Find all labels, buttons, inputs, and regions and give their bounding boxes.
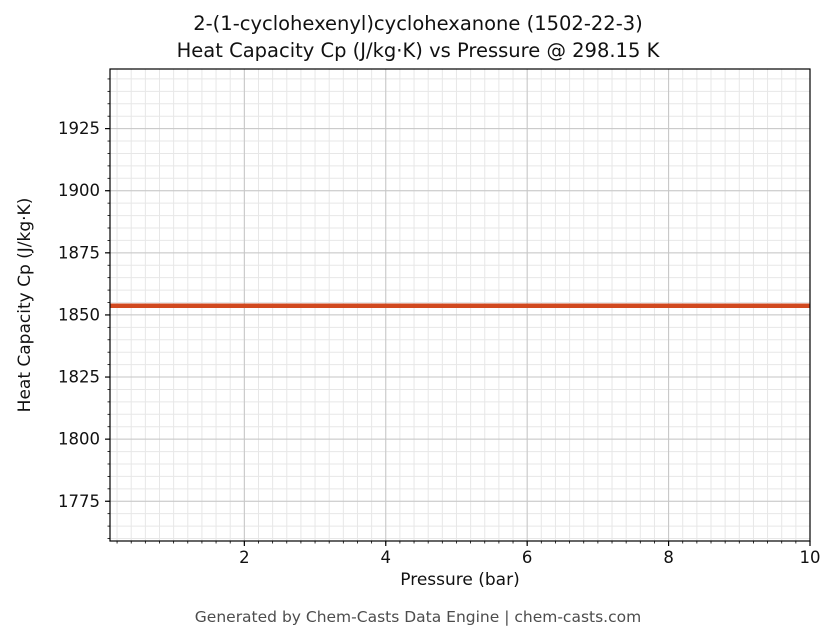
y-tick-label: 1775 xyxy=(58,492,100,511)
footer-caption: Generated by Chem-Casts Data Engine | ch… xyxy=(194,608,642,626)
chart-title: 2-(1-cyclohexenyl)cyclohexanone (1502-22… xyxy=(0,10,836,65)
y-tick-label: 1800 xyxy=(58,430,100,449)
x-tick-label: 8 xyxy=(663,548,674,567)
axis-ticks xyxy=(105,78,811,546)
y-tick-label: 1850 xyxy=(58,305,100,324)
x-axis-label: Pressure (bar) xyxy=(400,570,520,590)
chart-title-line1: 2-(1-cyclohexenyl)cyclohexanone (1502-22… xyxy=(193,12,643,35)
plot-spines xyxy=(109,68,811,542)
y-tick-label: 1900 xyxy=(58,181,100,200)
x-tick-label: 4 xyxy=(381,548,392,567)
y-axis-label: Heat Capacity Cp (J/kg·K) xyxy=(15,197,35,413)
x-tick-label: 6 xyxy=(522,548,533,567)
x-tick-label: 2 xyxy=(239,548,250,567)
chart-title-line2: Heat Capacity Cp (J/kg·K) vs Pressure @ … xyxy=(176,39,660,63)
y-tick-label: 1875 xyxy=(58,243,100,262)
y-tick-label: 1825 xyxy=(58,368,100,387)
x-tick-label: 10 xyxy=(800,548,821,567)
y-tick-label: 1925 xyxy=(58,119,100,138)
tick-labels: 2 4 6 8 10 1775 1800 1825 1850 1875 1900 1925 xyxy=(58,119,821,567)
